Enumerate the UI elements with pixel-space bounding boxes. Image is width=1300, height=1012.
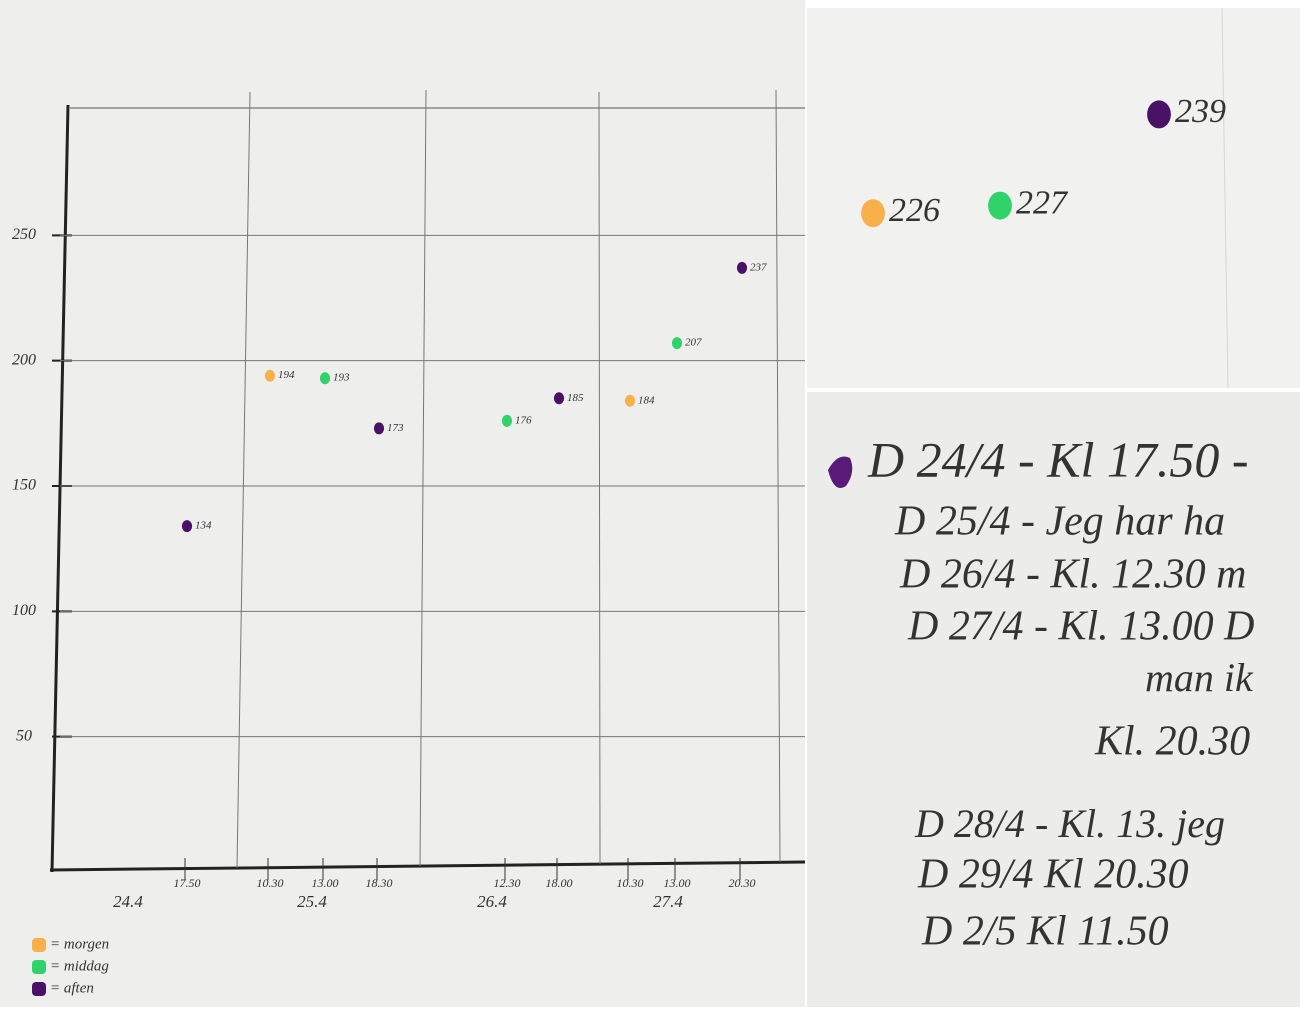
data-label: 207	[685, 337, 702, 349]
data-label: 134	[195, 520, 212, 532]
data-label: 237	[750, 261, 767, 273]
point	[988, 191, 1012, 220]
x-tick-label: 13.00	[312, 876, 339, 890]
x-group-label: 26.4	[477, 892, 507, 911]
note-line: D 25/4 - Jeg har ha	[894, 499, 1225, 545]
y-tick-label: 200	[12, 351, 36, 368]
note-line: Kl. 20.30	[1094, 719, 1250, 765]
note-line: D 29/4 Kl 20.30	[917, 852, 1189, 898]
x-tick-label: 18.00	[546, 876, 573, 890]
legend-label: = morgen	[50, 936, 109, 952]
point	[264, 369, 276, 382]
data-label: 194	[278, 369, 295, 381]
x-tick-label: 18.30	[366, 876, 393, 890]
data-label: 193	[333, 372, 350, 384]
x-group-label: 24.4	[113, 892, 143, 911]
note-line: man ik	[1145, 655, 1254, 700]
legend-swatch	[32, 938, 46, 952]
y-tick-label: 50	[16, 727, 32, 744]
point	[373, 422, 385, 435]
point	[1147, 100, 1171, 129]
point	[671, 337, 683, 350]
data-label: 226	[889, 192, 940, 229]
paper-notes	[807, 392, 1300, 1007]
point	[624, 394, 636, 407]
x-group-label: 27.4	[653, 892, 683, 911]
notes: D 24/4 - Kl 17.50 - D 25/4 - Jeg har ha D …	[828, 431, 1255, 955]
note-line: D 26/4 - Kl. 12.30 m	[899, 552, 1247, 598]
point	[553, 392, 565, 405]
x-tick-label: 10.30	[257, 876, 284, 890]
legend-swatch	[32, 982, 46, 996]
x-tick-label: 13.00	[664, 876, 691, 890]
point	[861, 199, 885, 228]
y-tick-label: 100	[12, 602, 36, 619]
note-line: D 2/5 Kl 11.50	[921, 909, 1169, 955]
legend-swatch	[32, 960, 46, 974]
data-label: 176	[515, 414, 532, 426]
x-group-label: 25.4	[297, 892, 327, 911]
y-tick-label: 250	[12, 226, 36, 243]
point	[501, 414, 513, 427]
x-tick-label: 20.30	[729, 876, 756, 890]
paper-zoom	[807, 8, 1300, 388]
data-label: 185	[567, 392, 584, 404]
legend-label: = middag	[50, 958, 109, 974]
y-tick-label: 150	[12, 477, 36, 494]
x-tick-label: 12.30	[494, 876, 521, 890]
y-axis	[50, 104, 70, 873]
note-line: D 28/4 - Kl. 13. jeg	[914, 801, 1225, 846]
legend-label: = aften	[50, 980, 94, 996]
data-label: 227	[1016, 184, 1069, 221]
faint-line	[1221, 7, 1229, 389]
data-label: 239	[1175, 93, 1226, 130]
purple-icon	[828, 456, 853, 488]
point	[736, 261, 748, 274]
paper-left	[0, 0, 805, 1007]
note-line: D 24/4 - Kl 17.50 -	[867, 431, 1249, 487]
note-line: D 27/4 - Kl. 13.00 D	[907, 604, 1255, 650]
x-tick-label: 17.50	[174, 876, 201, 890]
x-tick-label: 10.30	[617, 876, 644, 890]
x-axis	[49, 860, 806, 872]
point	[181, 520, 193, 533]
point	[319, 372, 331, 385]
data-label: 184	[638, 394, 655, 406]
data-label: 173	[387, 422, 404, 434]
